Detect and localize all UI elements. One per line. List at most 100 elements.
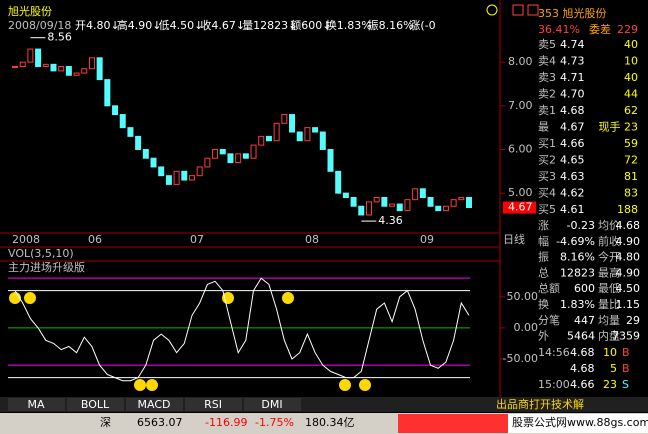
annotation: 8.56: [47, 31, 72, 44]
summary: 229: [617, 23, 638, 36]
icon[interactable]: [527, 4, 539, 16]
tab[interactable]: [185, 398, 242, 411]
book-label: 买4: [538, 187, 556, 200]
candle: [442, 205, 449, 212]
candle: [173, 170, 180, 185]
candle: [365, 201, 372, 216]
tab[interactable]: [244, 398, 301, 411]
overlay-box: [398, 414, 508, 433]
stock-name: 旭光股份: [8, 4, 52, 18]
candle: [212, 148, 219, 159]
book-volume: 72: [624, 154, 638, 167]
stat-label: 均价: [598, 219, 620, 232]
stat-value: 4.90: [616, 266, 641, 279]
candle: [242, 153, 249, 159]
stat-value: 4.68: [616, 219, 641, 232]
candle: [104, 79, 111, 107]
signal-icon: [146, 379, 158, 391]
book-label: 最: [538, 121, 549, 134]
candle: [312, 127, 319, 133]
book-price: 4.62: [560, 187, 585, 200]
x-label: 06: [88, 233, 102, 246]
candle: [358, 205, 365, 216]
signal-icon: [24, 292, 36, 304]
candle: [381, 197, 388, 207]
stat-label: 总额: [538, 281, 560, 295]
candle: [119, 114, 126, 129]
candle: [88, 57, 95, 70]
y-tick-label: 8.00: [508, 55, 533, 68]
signal-icon: [282, 292, 294, 304]
tab[interactable]: [67, 398, 124, 411]
candle: [204, 157, 211, 168]
book-volume: 83: [624, 187, 638, 200]
book-price: 4.61: [560, 203, 585, 216]
candle: [65, 66, 72, 76]
info-item: 量12823↓: [242, 19, 297, 32]
y-tick-label: 6.00: [508, 142, 533, 155]
x-label: 09: [420, 233, 434, 246]
stat-label: 内盘: [598, 329, 620, 343]
signal-icon: [339, 379, 351, 391]
book-label: 卖4: [538, 55, 556, 68]
candle: [404, 199, 411, 212]
tick-volume: 23: [603, 378, 617, 391]
tab[interactable]: [8, 398, 65, 411]
tab-label: BOLL: [81, 398, 110, 411]
candle: [165, 175, 172, 185]
period: 日线: [503, 232, 525, 246]
book-label: 卖5: [538, 38, 556, 51]
stat-label: 分笔: [538, 313, 560, 327]
candle: [281, 114, 288, 124]
stat-label: 均量: [598, 314, 620, 327]
stat-value: 7359: [612, 330, 640, 343]
candle: [42, 63, 49, 68]
stat-value: 4.80: [616, 251, 641, 264]
book-volume: 10: [624, 55, 638, 68]
book-label: 卖1: [538, 104, 556, 117]
book-price: 4.63: [560, 170, 585, 183]
tick-side: B: [622, 346, 630, 359]
stat-label: 涨: [538, 219, 549, 232]
panel-code: 353 旭光股份: [538, 6, 607, 20]
candle: [96, 57, 103, 81]
candle: [435, 205, 442, 212]
info-item: 振8.16%: [368, 18, 414, 32]
candle: [158, 166, 165, 177]
book-label: 买1: [538, 137, 556, 150]
candle: [58, 66, 65, 72]
candle: [427, 197, 434, 207]
tick-time: 14:56: [538, 346, 570, 359]
status-change: -116.99: [205, 416, 247, 429]
candle: [50, 63, 57, 72]
stat-value: 600: [574, 282, 595, 295]
candle: [412, 188, 419, 201]
book-price: 4.71: [560, 71, 585, 84]
tick-side: B: [622, 362, 630, 375]
status-site: 股票公式网www.88gs.com: [512, 416, 648, 429]
info-item: 涨(-0: [409, 19, 435, 32]
info-item: 2008/09/18: [8, 19, 71, 32]
icon[interactable]: [512, 4, 524, 16]
stat-label: 换: [538, 297, 549, 311]
candle: [265, 135, 272, 142]
book-price: 4.74: [560, 38, 585, 51]
stat-value: 4.50: [616, 282, 641, 295]
stat-label: 前收: [598, 234, 620, 248]
stat-label: 今开: [598, 250, 620, 264]
tick-price: 4.68: [570, 346, 595, 359]
tick-price: 4.66: [570, 378, 595, 391]
y-tick-label: 7.00: [508, 99, 533, 112]
candle: [327, 148, 334, 172]
y-tick-label: -50.00: [503, 352, 538, 365]
candle: [235, 153, 242, 164]
candle: [227, 153, 234, 164]
candle: [342, 192, 349, 199]
candle: [27, 48, 34, 63]
candle: [289, 114, 296, 133]
book-price: 4.65: [560, 154, 585, 167]
candle: [73, 72, 80, 76]
tab[interactable]: [126, 398, 183, 411]
book-price: 4.66: [560, 137, 585, 150]
status-pct: -1.75%: [255, 416, 294, 429]
